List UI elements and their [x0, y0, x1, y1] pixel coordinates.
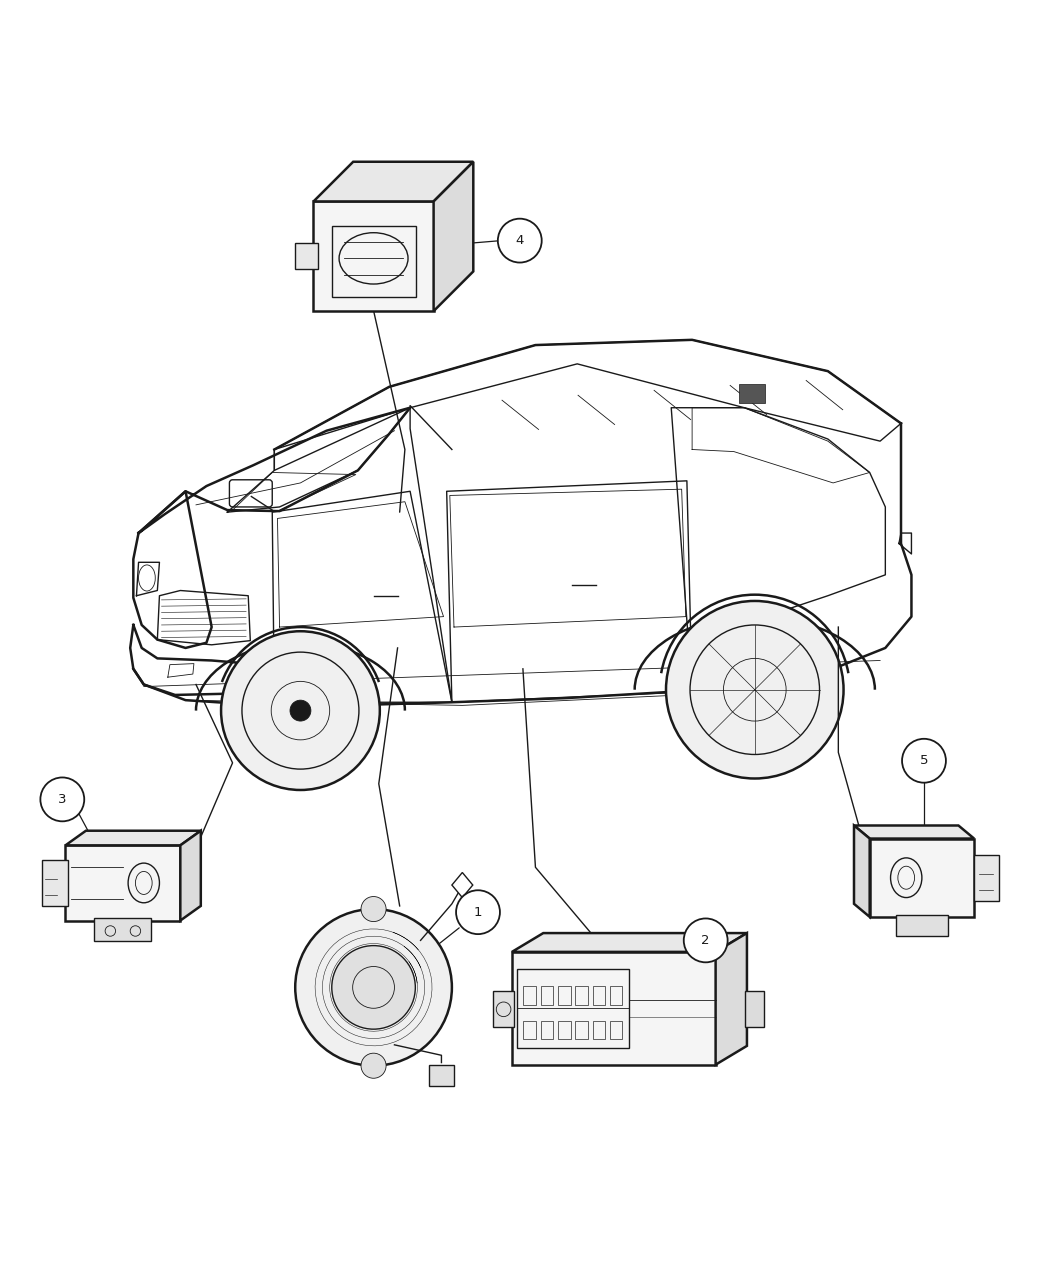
Bar: [494, 991, 514, 1028]
Bar: [295, 242, 318, 269]
Bar: [314, 201, 434, 311]
Circle shape: [222, 631, 380, 790]
Circle shape: [361, 896, 386, 922]
Bar: [42, 859, 67, 907]
Bar: [512, 952, 716, 1065]
Polygon shape: [314, 162, 474, 201]
Polygon shape: [181, 831, 201, 921]
Bar: [896, 914, 948, 936]
Circle shape: [332, 946, 416, 1029]
Text: 4: 4: [516, 235, 524, 247]
Bar: [558, 1020, 570, 1039]
Bar: [575, 1020, 588, 1039]
Bar: [610, 1020, 623, 1039]
Bar: [575, 987, 588, 1005]
Bar: [592, 1020, 605, 1039]
Polygon shape: [854, 825, 869, 917]
Bar: [610, 987, 623, 1005]
Circle shape: [666, 601, 843, 779]
Text: 3: 3: [58, 793, 66, 806]
Polygon shape: [854, 825, 974, 839]
Polygon shape: [716, 933, 747, 1065]
Circle shape: [684, 918, 728, 963]
Bar: [65, 845, 181, 921]
Polygon shape: [434, 162, 474, 311]
Bar: [428, 1065, 454, 1085]
Text: 2: 2: [701, 933, 710, 947]
Circle shape: [456, 890, 500, 935]
Polygon shape: [65, 831, 201, 845]
Bar: [541, 1020, 553, 1039]
Bar: [558, 987, 570, 1005]
Bar: [524, 1020, 536, 1039]
Bar: [541, 987, 553, 1005]
Polygon shape: [452, 872, 472, 898]
Bar: [869, 839, 974, 917]
Bar: [739, 384, 765, 403]
Circle shape: [902, 738, 946, 783]
Polygon shape: [512, 933, 747, 952]
Circle shape: [40, 778, 84, 821]
Bar: [974, 854, 1000, 900]
Circle shape: [295, 909, 452, 1066]
Bar: [524, 987, 536, 1005]
Bar: [93, 918, 151, 941]
Bar: [332, 226, 416, 297]
Text: 1: 1: [474, 905, 482, 919]
Circle shape: [498, 219, 542, 263]
Bar: [518, 969, 629, 1048]
Circle shape: [290, 700, 311, 722]
Circle shape: [361, 1053, 386, 1079]
Bar: [744, 991, 763, 1028]
Bar: [592, 987, 605, 1005]
Text: 5: 5: [920, 755, 928, 768]
